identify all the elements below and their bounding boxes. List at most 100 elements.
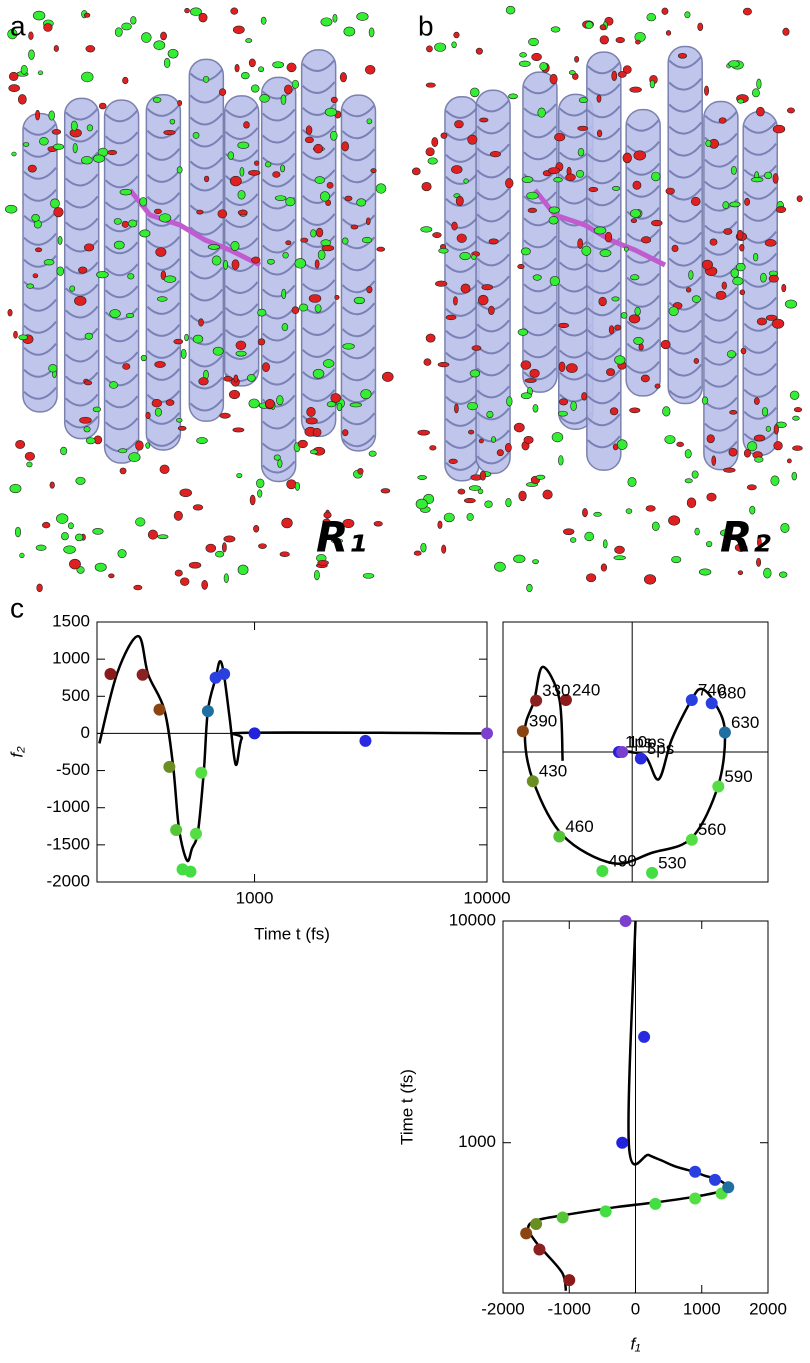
density-blob (94, 562, 107, 572)
x-tick-label: 2000 (749, 1299, 787, 1318)
density-blob (549, 275, 560, 287)
helix-turn (626, 162, 660, 176)
density-blob (468, 429, 475, 435)
density-blob (314, 176, 325, 184)
density-blob (72, 143, 78, 154)
density-blob (764, 239, 777, 247)
density-blob (518, 60, 531, 67)
helix-turn (445, 238, 479, 251)
density-blob (276, 395, 284, 406)
density-blob (349, 402, 362, 408)
helix-turn (445, 172, 479, 185)
ligand (128, 188, 262, 268)
density-blob (230, 240, 240, 251)
density-blob (121, 220, 129, 228)
density-blob (730, 268, 739, 278)
time-point (638, 1030, 651, 1043)
density-blob (431, 137, 439, 148)
density-blob (629, 407, 641, 414)
time-point (634, 752, 647, 765)
density-blob (49, 481, 55, 489)
density-blob (722, 201, 730, 210)
density-blob (141, 32, 152, 43)
density-blob (147, 529, 158, 540)
helix-turn (301, 191, 336, 204)
density-blob (286, 479, 297, 490)
helix-turn (626, 250, 660, 264)
density-blob (665, 187, 675, 195)
density-blob (488, 305, 495, 315)
density-blob (330, 96, 338, 104)
helix-turn (476, 99, 510, 113)
helix-turn (341, 434, 376, 448)
density-blob (505, 5, 516, 15)
y-tick-label: -1000 (47, 797, 90, 816)
helix-turn (301, 367, 336, 380)
y-axis-label: f₂ (7, 746, 26, 758)
helix-turn (587, 347, 621, 361)
density-blob (330, 130, 338, 141)
helix-turn (341, 258, 376, 272)
helix-turn (104, 263, 139, 277)
density-blob (518, 490, 527, 502)
density-blob (362, 572, 375, 579)
helix-turn (301, 59, 336, 72)
helix-turn (301, 147, 336, 160)
density-blob (130, 16, 137, 25)
density-blob (14, 526, 22, 538)
density-blob (305, 125, 313, 135)
density-blob (284, 84, 293, 95)
density-blob (212, 346, 224, 356)
helix-turn (261, 284, 296, 298)
helix-turn (743, 209, 778, 222)
density-blob (756, 317, 768, 326)
density-blob (237, 564, 249, 576)
density-blob (236, 473, 243, 479)
density-blob (218, 88, 227, 96)
density-blob (531, 52, 542, 62)
x-axis-label: f₁ (630, 1334, 640, 1353)
density-blob (773, 441, 783, 451)
density-blob (704, 85, 710, 96)
density-blob (513, 422, 525, 433)
helix-turn (668, 341, 702, 355)
density-blob (322, 518, 331, 525)
density-blob (81, 71, 94, 83)
density-blob (365, 65, 376, 75)
density-blob (297, 439, 308, 449)
density-blob (356, 12, 369, 21)
density-blob (160, 31, 167, 41)
density-blob (633, 150, 647, 161)
helix-turn (189, 156, 224, 170)
x-tick-label: 1000 (683, 1299, 721, 1318)
density-blob (627, 477, 637, 487)
helix-turn (146, 214, 181, 227)
helix-turn (523, 301, 557, 315)
density-blob (81, 156, 93, 165)
density-blob (743, 448, 751, 458)
helix-turn (65, 195, 99, 209)
helix-turn (65, 305, 99, 319)
density-blob (53, 143, 65, 150)
density-blob (771, 318, 785, 329)
helix-turn (587, 193, 621, 207)
density-blob (319, 191, 330, 202)
density-blob (121, 22, 132, 31)
density-blob (248, 58, 256, 68)
density-blob (42, 521, 51, 529)
density-blob (154, 361, 166, 368)
density-blob (737, 570, 744, 576)
density-blob (169, 118, 176, 125)
density-blob (277, 459, 283, 468)
helix-turn (224, 215, 259, 228)
time-point (596, 864, 609, 877)
density-blob (548, 216, 559, 225)
density-blob (56, 513, 69, 524)
density-blob (310, 229, 317, 238)
density-blob (92, 528, 104, 535)
density-blob (229, 175, 242, 187)
density-blob (198, 377, 209, 386)
helix-turn (445, 458, 479, 471)
density-blob (119, 467, 127, 475)
density-blob (635, 39, 641, 45)
